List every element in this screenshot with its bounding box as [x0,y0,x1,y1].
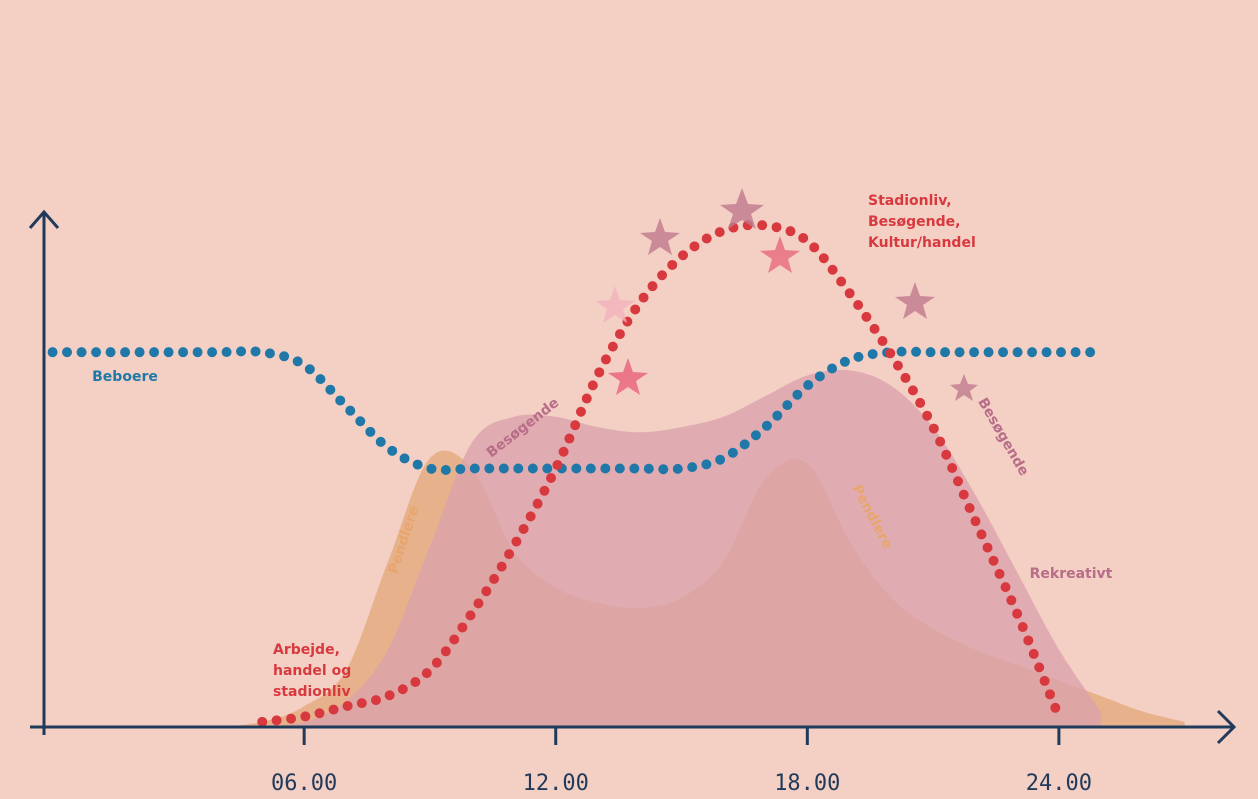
annotation: Arbejde, [273,642,340,658]
star [895,282,935,319]
star [720,188,764,229]
star [595,286,635,323]
x-tick-label: 24.00 [1026,771,1092,796]
y-axis-arrow [28,209,60,229]
annotation: Besøgende, [868,214,960,230]
star [608,358,648,395]
star [950,374,978,401]
annotation: Rekreativt [1030,566,1113,582]
x-tick-label: 06.00 [271,771,337,796]
star [760,236,800,273]
series-label: Beboere [92,369,158,385]
area [262,369,1101,727]
stars [595,188,978,401]
dotted-line [47,346,1106,476]
x-tick-label: 12.00 [523,771,589,796]
annotation: stadionliv [273,684,351,700]
x-tick-label: 18.00 [774,771,840,796]
star [640,218,680,255]
annotation: Stadionliv, [868,193,952,209]
dotted-line [257,219,1064,727]
series-label: Besøgende [974,395,1031,478]
x-axis-arrow [1216,709,1237,745]
annotation: Kultur/handel [868,235,976,251]
annotation: handel og [273,663,351,679]
